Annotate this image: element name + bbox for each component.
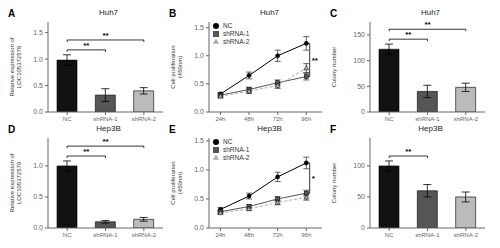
svg-text:1.0: 1.0	[33, 162, 43, 169]
svg-text:Relative expression ofLOC10537: Relative expression ofLOC105372579	[9, 37, 22, 96]
svg-text:0.5: 0.5	[33, 82, 43, 89]
html-text:shRNA-1: shRNA-1	[223, 146, 250, 153]
html-text:F: F	[330, 124, 337, 135]
svg-text:72h: 72h	[273, 232, 283, 238]
svg-text:1.0: 1.0	[194, 166, 204, 173]
svg-text:shRNA-1: shRNA-1	[415, 232, 440, 238]
svg-text:shRNA-2: shRNA-2	[132, 116, 157, 122]
svg-text:0: 0	[361, 108, 365, 115]
svg-text:96h: 96h	[301, 116, 311, 122]
svg-text:shRNA-1: shRNA-1	[415, 116, 440, 122]
svg-text:0.0: 0.0	[33, 108, 43, 115]
svg-text:NC: NC	[385, 232, 394, 238]
svg-text:1.0: 1.0	[194, 52, 204, 59]
svg-text:Colony number: Colony number	[331, 163, 337, 204]
svg-text:100: 100	[353, 162, 365, 169]
svg-text:72h: 72h	[273, 116, 283, 122]
svg-text:**: **	[83, 41, 90, 50]
svg-text:0.0: 0.0	[194, 224, 204, 231]
html-text:Hep3B: Hep3B	[257, 124, 282, 133]
html-text:shRNA-2: shRNA-2	[223, 38, 250, 45]
svg-text:**: **	[405, 147, 412, 156]
svg-text:NC: NC	[63, 232, 72, 238]
svg-text:**: **	[102, 137, 109, 146]
html-text:NC: NC	[223, 138, 233, 145]
svg-text:1.0: 1.0	[33, 56, 43, 63]
html-text:Huh7: Huh7	[420, 8, 441, 17]
html-text:C: C	[330, 8, 338, 19]
svg-text:1.5: 1.5	[194, 137, 204, 144]
svg-text:Cell proliferation(450nm): Cell proliferation(450nm)	[170, 45, 183, 88]
svg-text:Relative expression ofLOC10537: Relative expression ofLOC105372579	[9, 153, 22, 212]
svg-text:shRNA-2: shRNA-2	[132, 232, 157, 238]
svg-text:50: 50	[357, 193, 365, 200]
svg-text:shRNA-2: shRNA-2	[454, 116, 479, 122]
svg-text:Colony number: Colony number	[331, 47, 337, 88]
html-text:Huh7: Huh7	[98, 8, 119, 17]
svg-text:0.0: 0.0	[194, 108, 204, 115]
svg-text:50: 50	[357, 83, 365, 90]
html-text:A: A	[8, 8, 16, 19]
svg-text:shRNA-1: shRNA-1	[93, 232, 118, 238]
html-text:E: E	[169, 124, 176, 135]
html-text:NC: NC	[223, 22, 233, 29]
svg-text:100: 100	[353, 57, 365, 64]
html-text:B: B	[169, 8, 177, 19]
svg-text:0.5: 0.5	[194, 80, 204, 87]
svg-text:NC: NC	[385, 116, 394, 122]
svg-text:**: **	[424, 20, 431, 29]
svg-text:0: 0	[361, 224, 365, 231]
svg-text:150: 150	[353, 31, 365, 38]
svg-text:Cell proliferation(450nm): Cell proliferation(450nm)	[170, 161, 183, 204]
svg-text:1.5: 1.5	[33, 29, 43, 36]
svg-text:shRNA-2: shRNA-2	[454, 232, 479, 238]
html-text:shRNA-1: shRNA-1	[223, 30, 250, 37]
svg-text:48h: 48h	[244, 116, 254, 122]
svg-text:0.5: 0.5	[33, 193, 43, 200]
svg-text:24h: 24h	[215, 116, 225, 122]
svg-text:0.0: 0.0	[33, 224, 43, 231]
html-text:Huh7: Huh7	[259, 8, 280, 17]
svg-text:1.5: 1.5	[194, 24, 204, 31]
svg-text:0.5: 0.5	[194, 195, 204, 202]
html-text:Hep3B: Hep3B	[418, 124, 443, 133]
html-text:Hep3B: Hep3B	[96, 124, 121, 133]
svg-text:**: **	[312, 56, 319, 65]
svg-text:**: **	[405, 30, 412, 39]
svg-text:NC: NC	[63, 116, 72, 122]
svg-text:**: **	[102, 31, 109, 40]
html-text:shRNA-2: shRNA-2	[223, 154, 250, 161]
svg-text:*: *	[312, 174, 316, 183]
svg-text:24h: 24h	[215, 232, 225, 238]
svg-text:shRNA-1: shRNA-1	[93, 116, 118, 122]
svg-text:48h: 48h	[244, 232, 254, 238]
svg-text:96h: 96h	[301, 232, 311, 238]
svg-text:**: **	[83, 147, 90, 156]
html-text:D: D	[8, 124, 16, 135]
